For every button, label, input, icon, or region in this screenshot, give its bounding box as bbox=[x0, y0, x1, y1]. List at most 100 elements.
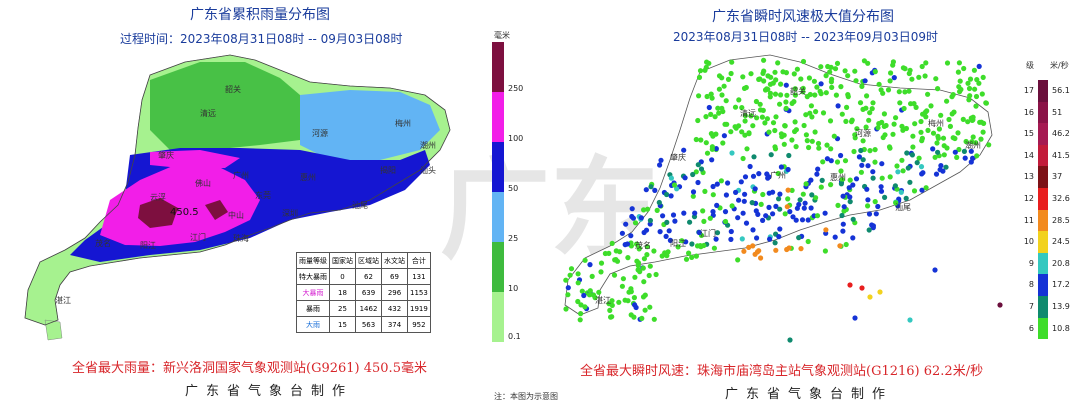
wind-legend-speed: 32.6 bbox=[1052, 194, 1070, 203]
wind-station-dot bbox=[842, 158, 849, 164]
wind-station-dot bbox=[632, 220, 639, 226]
table-cell-level: 大雨 bbox=[296, 316, 330, 333]
wind-maker: 广东省气象台制作 bbox=[725, 387, 894, 402]
wind-station-dot bbox=[643, 187, 649, 193]
wind-station-dot bbox=[845, 73, 851, 79]
rainfall-legend-label: 25 bbox=[508, 234, 519, 243]
wind-station-dot bbox=[695, 162, 701, 168]
wind-station-dot bbox=[578, 302, 584, 308]
wind-station-dot bbox=[783, 82, 789, 88]
wind-station-dot bbox=[918, 164, 925, 170]
wind-station-dot bbox=[890, 62, 896, 68]
wind-station-dot bbox=[765, 73, 771, 79]
wind-legend-speed: 20.8 bbox=[1052, 258, 1070, 268]
wind-station-dot bbox=[753, 98, 759, 105]
wind-station-dot bbox=[952, 135, 958, 142]
wind-station-dot bbox=[787, 209, 793, 215]
wind-station-dot bbox=[891, 75, 897, 81]
wind-station-dot bbox=[715, 105, 721, 111]
rainfall-legend-label: 100 bbox=[508, 134, 524, 143]
wind-station-dot bbox=[817, 88, 823, 94]
wind-station-dot bbox=[822, 210, 828, 216]
wind-station-dot bbox=[955, 69, 961, 75]
wind-station-dot bbox=[760, 191, 766, 198]
wind-station-dot bbox=[916, 155, 922, 161]
wind-station-dot bbox=[840, 228, 846, 234]
city-label: 湛江 bbox=[55, 296, 71, 305]
wind-legend-level: 13 bbox=[1023, 172, 1034, 182]
wind-station-dot bbox=[581, 292, 587, 299]
wind-station-dot bbox=[690, 193, 696, 199]
wind-station-dot bbox=[966, 97, 972, 103]
wind-station-dot bbox=[613, 248, 619, 254]
wind-station-dot bbox=[575, 271, 581, 277]
wind-station-dot bbox=[683, 256, 690, 262]
wind-legend-level: 14 bbox=[1023, 150, 1034, 160]
wind-station-dot bbox=[798, 246, 804, 252]
wind-station-dot bbox=[867, 294, 873, 300]
wind-station-dot bbox=[582, 304, 588, 310]
wind-station-dot bbox=[834, 159, 841, 165]
wind-station-dot bbox=[635, 262, 641, 269]
wind-station-dot bbox=[644, 244, 650, 250]
city-label: 肇庆 bbox=[670, 153, 686, 162]
wind-station-dot bbox=[729, 59, 735, 65]
wind-station-dot bbox=[857, 100, 864, 106]
wind-station-dot bbox=[791, 71, 797, 77]
wind-station-dot bbox=[843, 241, 849, 248]
wind-station-dot bbox=[766, 204, 772, 210]
wind-station-dot bbox=[598, 260, 605, 266]
wind-station-dot bbox=[753, 208, 759, 214]
wind-station-dot bbox=[675, 244, 681, 250]
wind-station-dot bbox=[723, 192, 729, 198]
wind-station-dot bbox=[936, 126, 942, 132]
wind-station-dot bbox=[829, 76, 835, 82]
wind-legend-swatch bbox=[1038, 296, 1048, 318]
wind-station-dot bbox=[967, 76, 974, 82]
rainfall-legend-swatch bbox=[492, 92, 504, 142]
wind-station-dot bbox=[767, 81, 773, 87]
wind-station-dot bbox=[853, 78, 859, 84]
wind-station-dot bbox=[805, 217, 811, 223]
wind-station-dot bbox=[794, 205, 800, 211]
wind-station-dot bbox=[819, 177, 825, 183]
wind-station-dot bbox=[758, 255, 764, 261]
rainfall-legend-label: 10 bbox=[508, 284, 519, 293]
wind-station-dot bbox=[938, 163, 944, 169]
wind-station-dot bbox=[839, 177, 845, 183]
wind-station-dot bbox=[840, 221, 846, 227]
wind-legend-swatch bbox=[1038, 252, 1048, 275]
wind-legend-level: 6 bbox=[1028, 323, 1034, 333]
wind-station-dot bbox=[890, 131, 896, 137]
wind-station-dot bbox=[839, 111, 845, 117]
wind-station-dot bbox=[642, 307, 648, 313]
wind-station-dot bbox=[721, 133, 727, 139]
table-header: 水文站 bbox=[381, 252, 408, 269]
wind-legend-swatch bbox=[1038, 123, 1048, 145]
city-label: 深圳 bbox=[282, 209, 298, 218]
wind-station-dot bbox=[850, 235, 856, 241]
wind-station-dot bbox=[812, 129, 818, 135]
wind-station-dot bbox=[632, 274, 638, 280]
wind-station-dot bbox=[628, 233, 634, 239]
wind-station-dot bbox=[625, 255, 631, 261]
wind-station-dot bbox=[933, 76, 939, 82]
wind-station-dot bbox=[609, 302, 615, 308]
wind-station-dot bbox=[804, 138, 810, 144]
wind-station-dot bbox=[862, 78, 868, 84]
wind-station-dot bbox=[802, 200, 808, 206]
wind-station-dot bbox=[696, 93, 702, 99]
wind-station-dot bbox=[816, 145, 822, 151]
wind-station-dot bbox=[686, 250, 692, 256]
wind-station-dot bbox=[748, 71, 754, 77]
wind-station-dot bbox=[768, 152, 774, 158]
wind-station-dot bbox=[946, 116, 952, 123]
wind-station-dot bbox=[983, 100, 989, 106]
wind-legend-speed: 24.5 bbox=[1052, 237, 1070, 247]
wind-station-dot bbox=[693, 136, 699, 143]
wind-station-dot bbox=[721, 83, 727, 89]
wind-station-dot bbox=[870, 169, 876, 175]
wind-station-dot bbox=[709, 95, 715, 101]
wind-station-dot bbox=[808, 205, 814, 211]
wind-station-dot bbox=[746, 244, 752, 250]
